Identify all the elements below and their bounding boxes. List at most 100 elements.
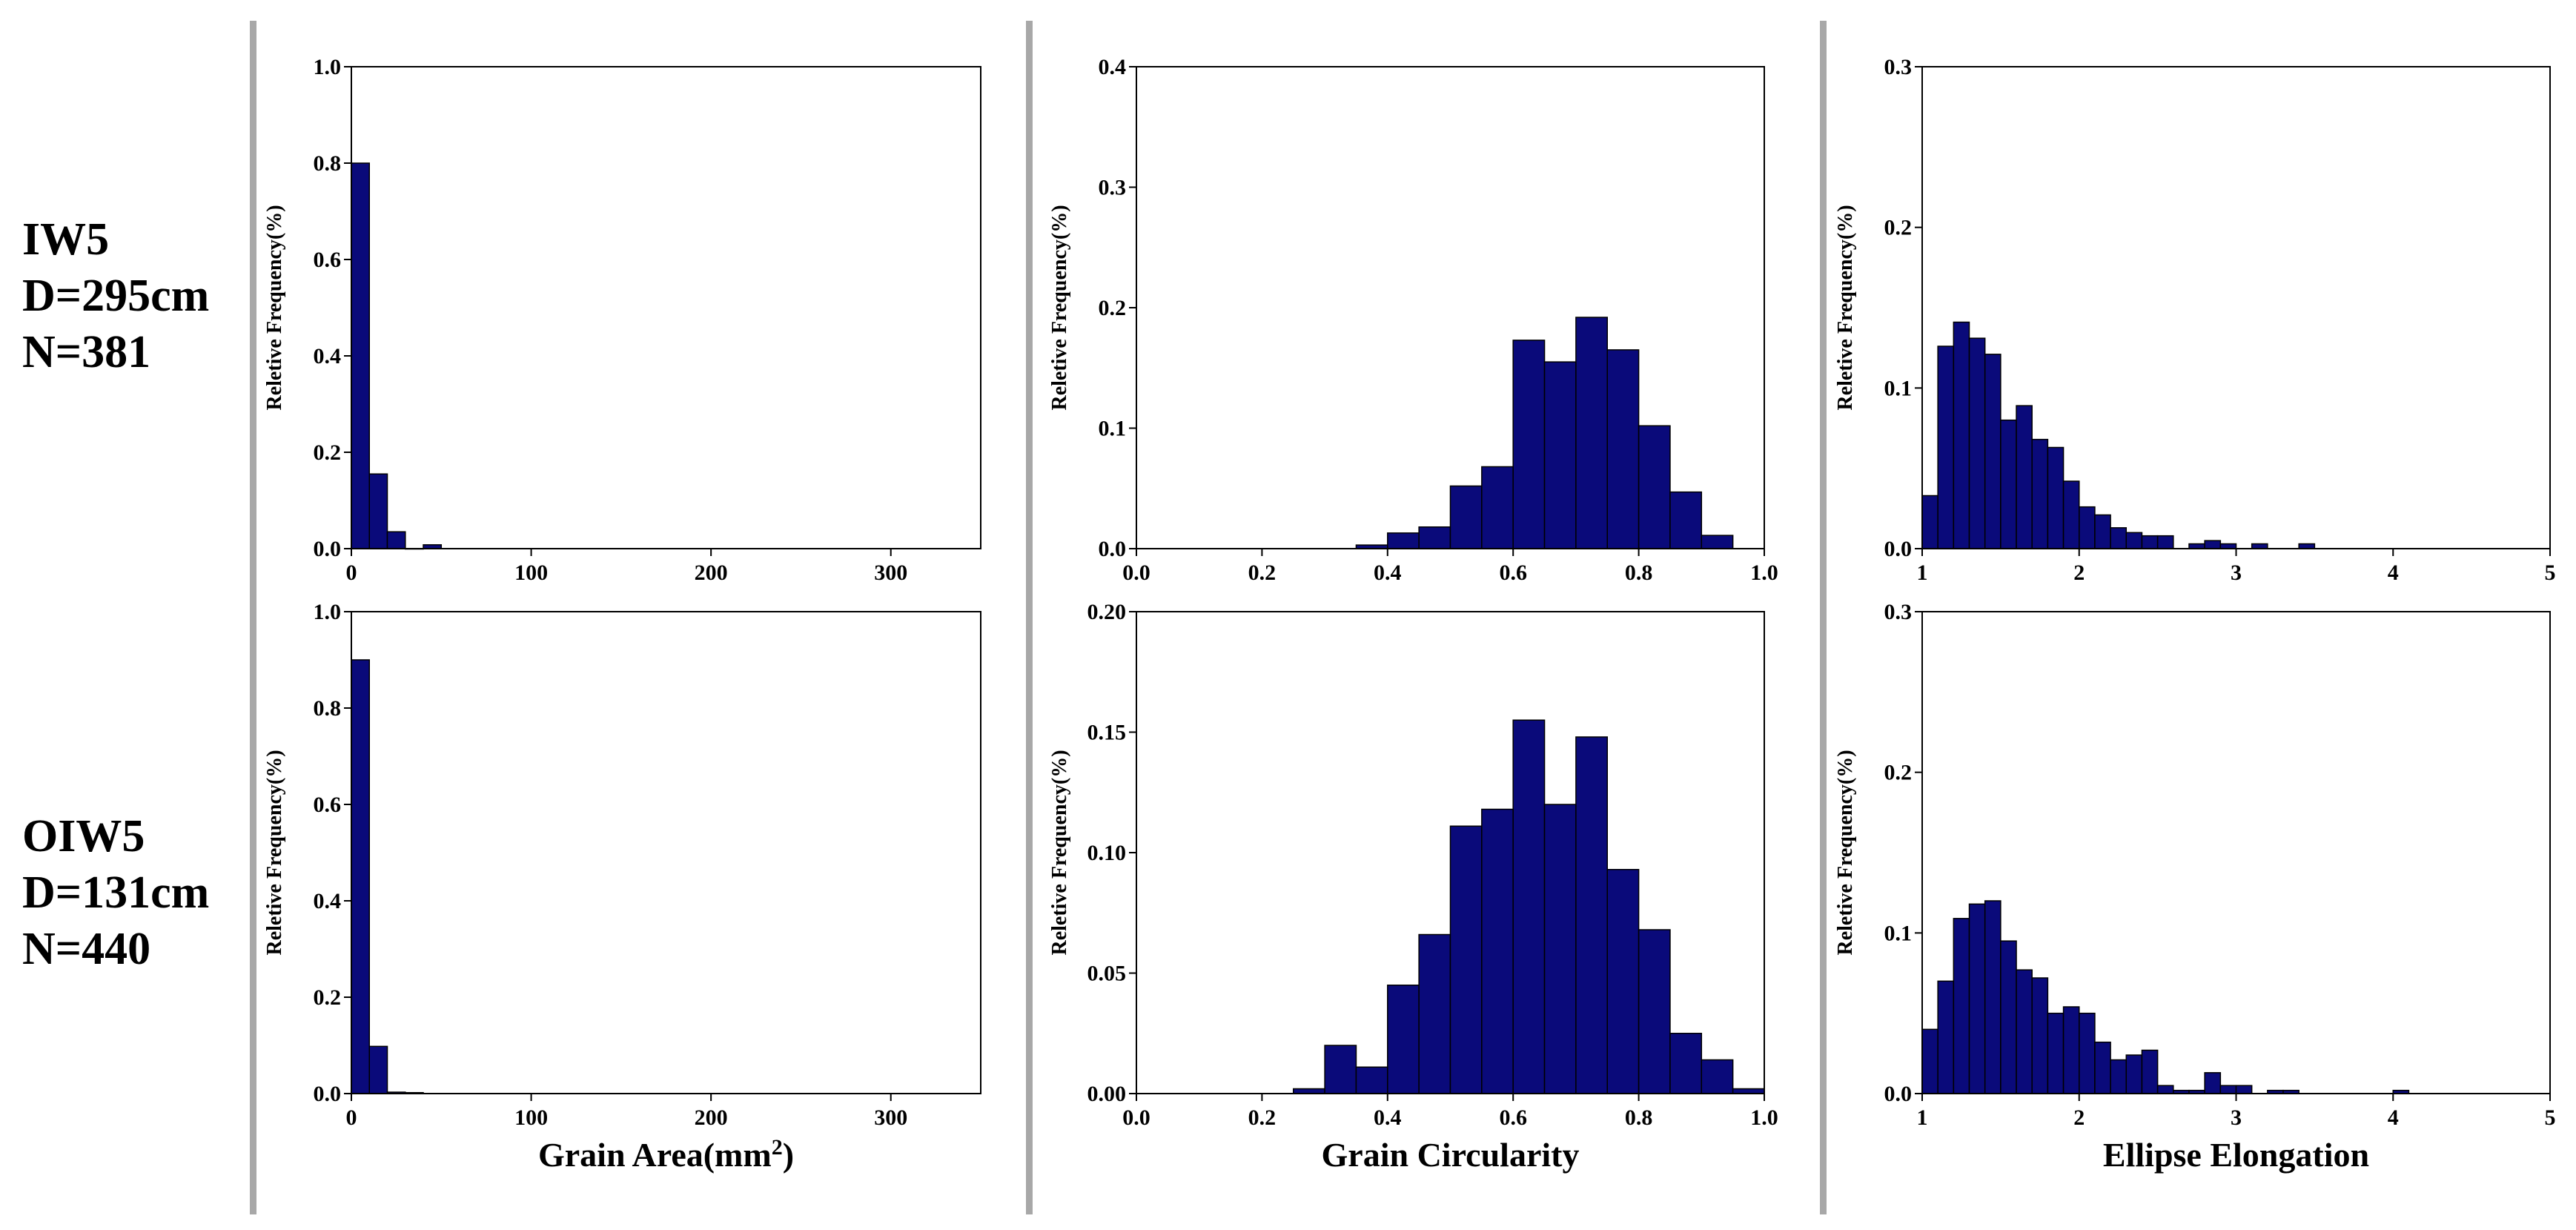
histogram-bar [1481, 808, 1514, 1094]
y-tick-label: 0.2 [314, 985, 342, 1010]
x-axis-label: Grain Circularity [1322, 1136, 1580, 1174]
histogram-bar [1543, 804, 1577, 1094]
y-tick-label: 0.2 [314, 440, 342, 465]
y-axis-label: Reletive Frequency(%) [263, 750, 286, 955]
histogram-bar [1701, 1059, 1734, 1094]
row-label-top: IW5 D=295cm N=381 [22, 211, 209, 380]
histogram-bar [1418, 933, 1451, 1094]
histogram-bar [1606, 349, 1640, 549]
histogram-bar [1387, 985, 1420, 1094]
histogram-bar [2235, 1085, 2253, 1094]
column-divider-2 [1026, 21, 1033, 1214]
x-tick-label: 3 [2231, 561, 2242, 585]
y-tick-label: 0.4 [314, 344, 342, 368]
y-tick-label: 0.00 [1087, 1082, 1127, 1106]
histogram-panel: 0.0 0.2 0.4 0.6 0.8 1.0 0.00 0.05 0.10 0.15 0.20 Re… [1048, 600, 1778, 1174]
histogram-bar [1953, 321, 1970, 549]
histogram-bar [2079, 1012, 2096, 1094]
y-tick-label: 0.20 [1087, 600, 1127, 624]
x-tick-label: 2 [2073, 561, 2085, 585]
histogram-bar [1512, 719, 1546, 1094]
histogram-bar [1984, 354, 2001, 549]
x-axis-label: Ellipse Elongation [2103, 1136, 2369, 1174]
x-tick-label: 5 [2545, 1105, 2556, 1130]
x-tick-label: 4 [2388, 561, 2399, 585]
histogram-panel: 0.0 0.2 0.4 0.6 0.8 1.0 0.0 0.1 0.2 0.3 0.4 Reletiv… [1048, 55, 1778, 585]
x-tick-label: 0 [346, 1105, 357, 1130]
histogram-bar [2156, 1085, 2174, 1094]
x-tick-label: 0.6 [1499, 1105, 1527, 1130]
x-tick-label: 2 [2073, 1105, 2085, 1130]
column-divider-1 [250, 21, 256, 1214]
histogram-bar [2016, 969, 2033, 1094]
histogram-bar [2110, 1059, 2128, 1094]
histogram-panel: 1 2 3 4 5 0.0 0.1 0.2 0.3 Reletive Frequency(%) El… [1834, 600, 2556, 1174]
histogram-bar [1638, 425, 1671, 549]
histogram-bar [368, 473, 388, 549]
row-label-bottom: OIW5 D=131cm N=440 [22, 808, 209, 977]
y-tick-label: 0.05 [1087, 962, 1127, 986]
histogram-bar [1512, 340, 1546, 549]
x-axis-label-superscript: 2 [772, 1135, 783, 1160]
y-tick-label: 0.2 [1884, 761, 1913, 785]
histogram-bar [1669, 491, 1703, 549]
x-tick-label: 200 [695, 1105, 728, 1130]
y-tick-label: 0.3 [1884, 600, 1913, 624]
x-tick-label: 1.0 [1750, 1105, 1778, 1130]
y-tick-label: 0.0 [314, 1082, 342, 1106]
x-axis-label-end: ) [783, 1136, 794, 1174]
histogram-bar [1953, 918, 1970, 1094]
histogram-bar [351, 162, 371, 549]
sample-depth: D=295cm [22, 271, 210, 321]
y-tick-label: 1.0 [314, 55, 342, 79]
sample-depth: D=131cm [22, 867, 210, 918]
y-tick-label: 0.0 [1884, 537, 1913, 561]
x-tick-label: 300 [874, 1105, 907, 1130]
histogram-bar [1355, 1066, 1388, 1094]
histogram-bar [1606, 869, 1640, 1094]
y-tick-label: 0.3 [1884, 55, 1913, 79]
histogram-bar [1387, 532, 1420, 549]
y-tick-label: 0.3 [1099, 176, 1127, 200]
histogram-bar [1669, 1033, 1703, 1094]
y-tick-label: 0.6 [314, 793, 342, 817]
plot-frame [351, 611, 981, 1094]
histogram-bar [1543, 361, 1577, 549]
histogram-bar [1418, 526, 1451, 549]
x-tick-label: 100 [514, 1105, 548, 1130]
sample-name: IW5 [22, 214, 110, 265]
histogram-bar [368, 1045, 388, 1094]
histogram-panel: 0 100 200 300 0.0 0.2 0.4 0.6 0.8 1.0 Reletive Fre… [263, 600, 981, 1174]
histogram-bar [2000, 940, 2017, 1094]
histogram-bar [1449, 825, 1483, 1094]
histogram-bar [1937, 980, 1955, 1094]
y-tick-label: 0.8 [314, 696, 342, 721]
y-tick-label: 0.1 [1884, 376, 1913, 400]
x-tick-label: 200 [695, 561, 728, 585]
histogram-bar [2047, 1012, 2065, 1094]
grain-count: N=440 [22, 924, 151, 974]
y-tick-label: 0.6 [314, 248, 342, 272]
histogram-bar [2079, 506, 2096, 549]
histogram-bar [1921, 495, 1938, 549]
histogram-bar [2204, 1072, 2222, 1094]
histogram-bar [1701, 535, 1734, 549]
histogram-panel: 0 100 200 300 0.0 0.2 0.4 0.6 0.8 1.0 Reletive Fre… [263, 55, 981, 585]
histogram-bar [1921, 1028, 1938, 1094]
histogram-bar [1968, 903, 1986, 1094]
histogram-bar [386, 531, 406, 549]
histogram-bar [2047, 446, 2065, 549]
y-axis-label: Reletive Frequency(%) [1048, 750, 1071, 955]
y-axis-label: Reletive Frequency(%) [263, 205, 286, 410]
y-tick-label: 0.2 [1884, 216, 1913, 240]
histogram-bar [1638, 929, 1671, 1094]
histogram-bar [1575, 317, 1608, 549]
x-tick-label: 100 [514, 561, 548, 585]
x-tick-label: 4 [2388, 1105, 2399, 1130]
x-tick-label: 0.2 [1248, 1105, 1277, 1130]
histogram-bar [2156, 535, 2174, 549]
y-tick-label: 0.8 [314, 151, 342, 176]
histogram-bar [2141, 535, 2159, 549]
y-tick-label: 0.10 [1087, 841, 1127, 865]
x-tick-label: 0.8 [1625, 1105, 1653, 1130]
